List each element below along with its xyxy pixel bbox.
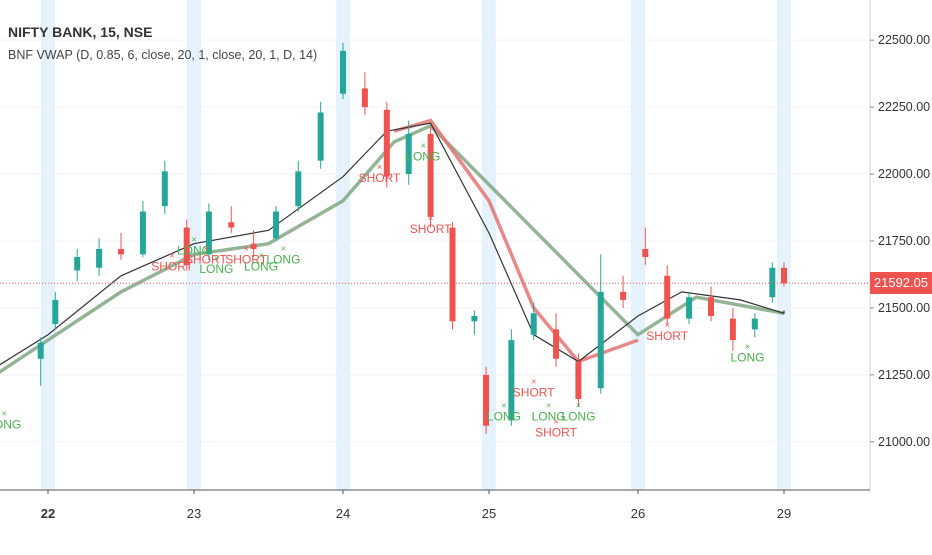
candle-body: [769, 267, 776, 298]
signal-marker: ×: [377, 162, 382, 172]
vwap-band-green: [0, 123, 785, 374]
x-tick-label: 22: [41, 506, 55, 521]
x-tick-label: 25: [482, 506, 496, 521]
candle-body: [483, 374, 490, 426]
signal-marker: ×: [169, 250, 174, 260]
candle-body: [664, 275, 671, 319]
signal-label-short: SHORT: [151, 259, 193, 273]
candle-body: [52, 299, 59, 324]
candle-body: [530, 313, 537, 335]
signal-marker: ×: [244, 244, 249, 254]
candle-body: [751, 318, 758, 330]
candle-body: [642, 249, 649, 258]
candle-body: [597, 291, 604, 389]
grid-layer: [0, 0, 870, 490]
candle-body: [183, 227, 190, 266]
candle-body: [781, 267, 787, 284]
candle-body: [708, 297, 714, 316]
y-tick-label: 21000.00: [878, 435, 930, 449]
x-tick-label: 29: [777, 506, 791, 521]
candle-body: [250, 243, 257, 250]
signal-label-long: LONG: [244, 259, 278, 273]
y-tick-label: 21250.00: [878, 368, 930, 382]
candles-layer: [37, 42, 787, 434]
signal-marker: ×: [546, 400, 551, 410]
candle-body: [161, 171, 168, 207]
signal-label-long: LONG: [532, 409, 566, 423]
signal-marker: ×: [191, 234, 196, 244]
signal-label-long: LONG: [561, 409, 595, 423]
y-tick-label: 22250.00: [878, 100, 930, 114]
candle-body: [405, 133, 412, 175]
signal-label-long: LONG: [0, 417, 21, 431]
y-tick-label: 22500.00: [878, 33, 930, 47]
signal-marker: ×: [501, 400, 506, 410]
candle-body: [96, 249, 103, 268]
candle-body: [228, 222, 235, 228]
signal-label-short: SHORT: [535, 425, 577, 439]
last-price-tag: 21592.05: [870, 272, 932, 295]
candle-body: [361, 88, 368, 108]
signal-marker: ×: [531, 376, 536, 386]
signal-label-long: LONG: [266, 253, 300, 267]
chart-title: NIFTY BANK, 15, NSE: [8, 24, 153, 40]
signal-marker: ×: [421, 141, 426, 151]
signal-marker: ×: [553, 416, 558, 426]
signal-marker: ×: [2, 408, 7, 418]
candle-body: [295, 171, 302, 207]
signal-label-long: LONG: [199, 262, 233, 276]
signal-marker: ×: [214, 253, 219, 263]
candle-body: [340, 50, 346, 94]
candle-body: [686, 297, 693, 319]
x-tick-label: 23: [187, 506, 201, 521]
signal-label-short: SHORT: [185, 253, 227, 267]
signal-marker: ×: [281, 244, 286, 254]
signals-layer: LONG×SHORT×SHORT×LONG×SHORT×LONG×SHORT×L…: [0, 141, 765, 440]
signal-marker: ×: [203, 244, 208, 254]
signal-label-short: SHORT: [513, 385, 555, 399]
signal-marker: ×: [428, 213, 433, 223]
signal-label-long: LONG: [730, 350, 764, 364]
candle-body: [620, 291, 627, 300]
candle-body: [449, 227, 456, 322]
x-tick-label: 26: [631, 506, 645, 521]
candle-body: [508, 340, 515, 421]
candle-body: [317, 112, 324, 161]
candle-body: [427, 133, 434, 217]
x-tick-label: 24: [336, 506, 350, 521]
signal-marker: ×: [258, 250, 263, 260]
y-tick-label: 21500.00: [878, 301, 930, 315]
candle-body: [74, 257, 81, 271]
signal-label-long: LONG: [177, 243, 211, 257]
candle-body: [272, 211, 279, 239]
indicator-lines-layer: [0, 118, 785, 374]
signal-label-long: LONG: [406, 150, 440, 164]
y-tick-label: 22000.00: [878, 167, 930, 181]
signal-label-long: LONG: [487, 409, 521, 423]
candle-body: [471, 315, 478, 322]
candle-body: [553, 329, 560, 359]
signal-marker: ×: [745, 341, 750, 351]
candle-body: [205, 211, 212, 255]
vwap-band-red: [393, 118, 639, 364]
axes-layer: 22500.00 22250.00 22000.00 21750.00 21500.00…: [0, 0, 930, 521]
signal-label-short: SHORT: [225, 253, 267, 267]
candle-body: [37, 342, 44, 359]
candle-body: [729, 318, 736, 341]
candle-body: [118, 249, 124, 255]
candle-body: [575, 361, 582, 399]
signal-marker: ×: [576, 400, 581, 410]
candle-body: [139, 211, 146, 255]
y-tick-label: 21750.00: [878, 234, 930, 248]
signal-label-short: SHORT: [359, 171, 401, 185]
indicator-legend: BNF VWAP (D, 0.85, 6, close, 20, 1, clos…: [8, 48, 318, 62]
signal-label-short: SHORT: [646, 329, 688, 343]
session-shading-layer: [41, 0, 791, 490]
signal-label-short: SHORT: [410, 222, 452, 236]
candle-body: [383, 109, 390, 177]
signal-marker: ×: [665, 320, 670, 330]
